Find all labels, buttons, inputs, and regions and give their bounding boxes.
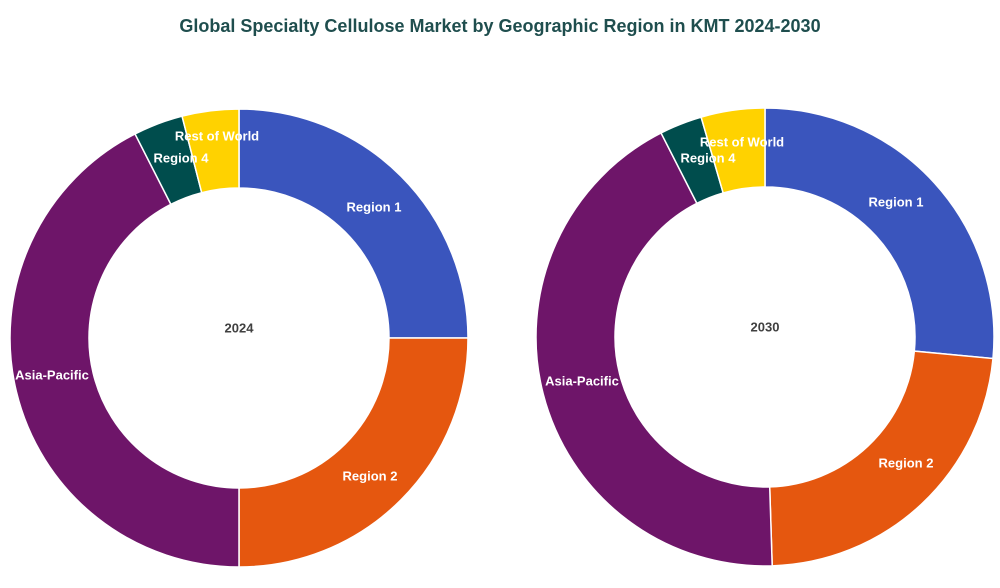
slice-label-asia-pacific-2030: Asia-Pacific bbox=[545, 373, 619, 388]
slice-label-region-1-2024: Region 1 bbox=[347, 199, 402, 214]
slice-region-2-2030[interactable] bbox=[768, 350, 994, 567]
slice-label-region-1-2030: Region 1 bbox=[869, 194, 924, 209]
donut-chart-2030: Region 1 Region 2 Asia-Pacific Region 4Rest… bbox=[535, 107, 995, 567]
slice-region-1-2030[interactable] bbox=[764, 107, 995, 360]
slice-asia-pacific-2030[interactable] bbox=[535, 131, 773, 567]
slice-rest-of-world-2030[interactable] bbox=[700, 107, 766, 194]
center-label-2030: 2030 bbox=[751, 319, 780, 334]
slice-asia-pacific-2024[interactable] bbox=[9, 132, 240, 568]
center-label-2024: 2024 bbox=[225, 320, 255, 335]
slice-region-1-2024[interactable] bbox=[238, 108, 469, 339]
slice-label-rest-of-world-2024: Rest of World bbox=[175, 128, 259, 143]
slice-label-region-2-2024: Region 2 bbox=[343, 468, 398, 483]
chart-title: Global Specialty Cellulose Market by Geo… bbox=[179, 16, 821, 36]
slice-label-region-4-2030: Region 4 bbox=[681, 150, 737, 165]
slice-label-region-4-2024: Region 4 bbox=[154, 150, 210, 165]
slice-rest-of-world-2024[interactable] bbox=[181, 108, 240, 194]
slice-label-asia-pacific-2024: Asia-Pacific bbox=[15, 367, 89, 382]
slice-label-region-2-2030: Region 2 bbox=[879, 455, 934, 470]
slice-region-2-2024[interactable] bbox=[238, 337, 469, 568]
donut-chart-2024: Region 1 Region 2 Asia-Pacific Region 4 Rest… bbox=[9, 108, 469, 568]
slice-label-rest-of-world-2030: Rest of World bbox=[700, 134, 784, 149]
